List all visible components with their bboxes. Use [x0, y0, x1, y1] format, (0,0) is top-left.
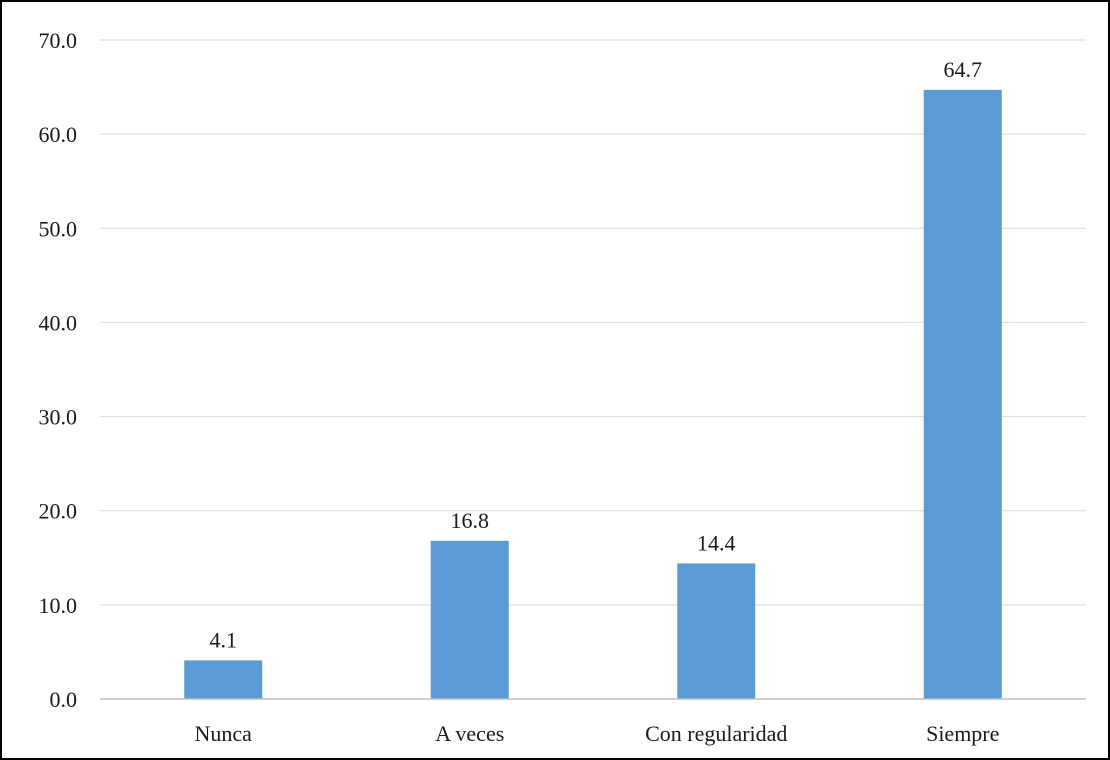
- data-label: 64.7: [944, 57, 983, 82]
- y-tick-label: 50.0: [39, 216, 78, 241]
- y-tick-label: 10.0: [39, 593, 78, 618]
- data-labels: 4.1 16.8 14.4 64.7: [210, 57, 983, 653]
- x-tick-label: A veces: [435, 721, 504, 746]
- y-tick-label: 70.0: [39, 28, 78, 53]
- bar-siempre: [923, 89, 1002, 700]
- y-axis-ticks: 0.0 10.0 20.0 30.0 40.0 50.0 60.0 70.0: [39, 28, 78, 712]
- x-tick-label: Nunca: [195, 721, 253, 746]
- y-tick-label: 0.0: [50, 687, 78, 712]
- x-tick-label: Con regularidad: [645, 721, 787, 746]
- bars: [184, 89, 1002, 700]
- y-tick-label: 60.0: [39, 122, 78, 147]
- y-tick-label: 30.0: [39, 405, 78, 430]
- y-tick-label: 40.0: [39, 310, 78, 335]
- data-label: 16.8: [451, 508, 490, 533]
- x-tick-label: Siempre: [926, 721, 999, 746]
- y-tick-label: 20.0: [39, 499, 78, 524]
- data-label: 4.1: [210, 627, 238, 652]
- bar-nunca: [184, 660, 263, 699]
- category-labels: Nunca A veces Con regularidad Siempre: [195, 721, 1000, 746]
- bar-con-regularidad: [677, 563, 756, 699]
- bar-a-veces: [430, 540, 509, 699]
- gridlines: [100, 39, 1086, 606]
- data-label: 14.4: [697, 530, 736, 555]
